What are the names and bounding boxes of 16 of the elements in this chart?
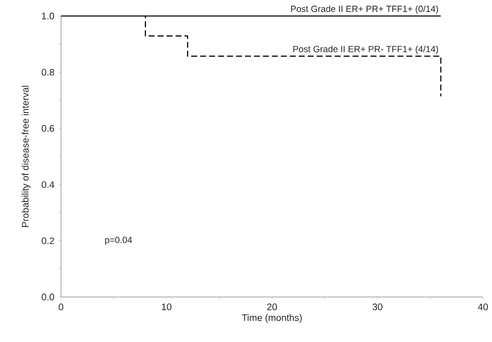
y-tick-label: 0.4: [42, 181, 54, 188]
y-tick-label: 0.8: [42, 68, 54, 76]
y-tick-label: 0.2: [42, 237, 54, 244]
annotation: p=0.04: [105, 236, 132, 245]
x-tick-label: 0: [58, 304, 64, 310]
x-tick-label: 40: [478, 304, 488, 310]
series-label: Post Grade II ER+ PR- TFF1+ (4/14): [293, 46, 438, 54]
series-label: Post Grade II ER+ PR+ TFF1+ (0/14): [291, 5, 438, 14]
x-tick-label: 10: [162, 304, 172, 310]
y-tick-label: 0.0: [42, 294, 54, 300]
y-tick-label: 0.6: [42, 125, 54, 132]
x-tick-label: 20: [267, 304, 277, 310]
x-axis-title: Time (months): [242, 314, 302, 323]
y-axis-title: Probability of disease-free interval: [22, 86, 31, 227]
y-tick-label: 1.0: [42, 12, 54, 20]
x-tick-label: 30: [372, 304, 382, 310]
